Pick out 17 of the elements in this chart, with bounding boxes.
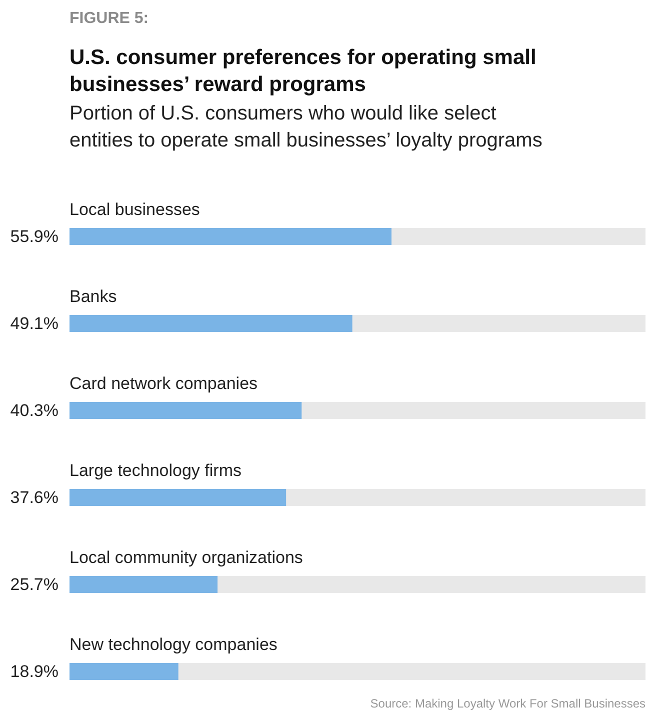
y-tick-label: New technology companies (70, 635, 278, 654)
data-label: 25.7% (10, 575, 58, 594)
y-tick-label: Banks (70, 287, 117, 306)
chart-subtitle: Portion of U.S. consumers who would like select entities to operate small businesses’ loyalty programs (70, 102, 542, 152)
data-label: 18.9% (10, 662, 58, 681)
data-label: 49.1% (10, 314, 58, 333)
y-tick-label: Card network companies (70, 374, 258, 393)
y-tick-label: Large technology firms (70, 461, 242, 480)
source-note: Source: Making Loyalty Work For Small Businesses (370, 696, 646, 710)
y-tick-label: Local businesses (70, 200, 200, 219)
caption: FIGURE 5: (70, 10, 149, 27)
data-label: 37.6% (10, 488, 58, 507)
data-label: 40.3% (10, 401, 58, 420)
data-label: 55.9% (10, 227, 58, 246)
chart-title: U.S. consumer preferences for operating small businesses’ reward programs (70, 46, 536, 96)
y-tick-label: Local community organizations (70, 548, 303, 567)
bar (70, 663, 178, 680)
